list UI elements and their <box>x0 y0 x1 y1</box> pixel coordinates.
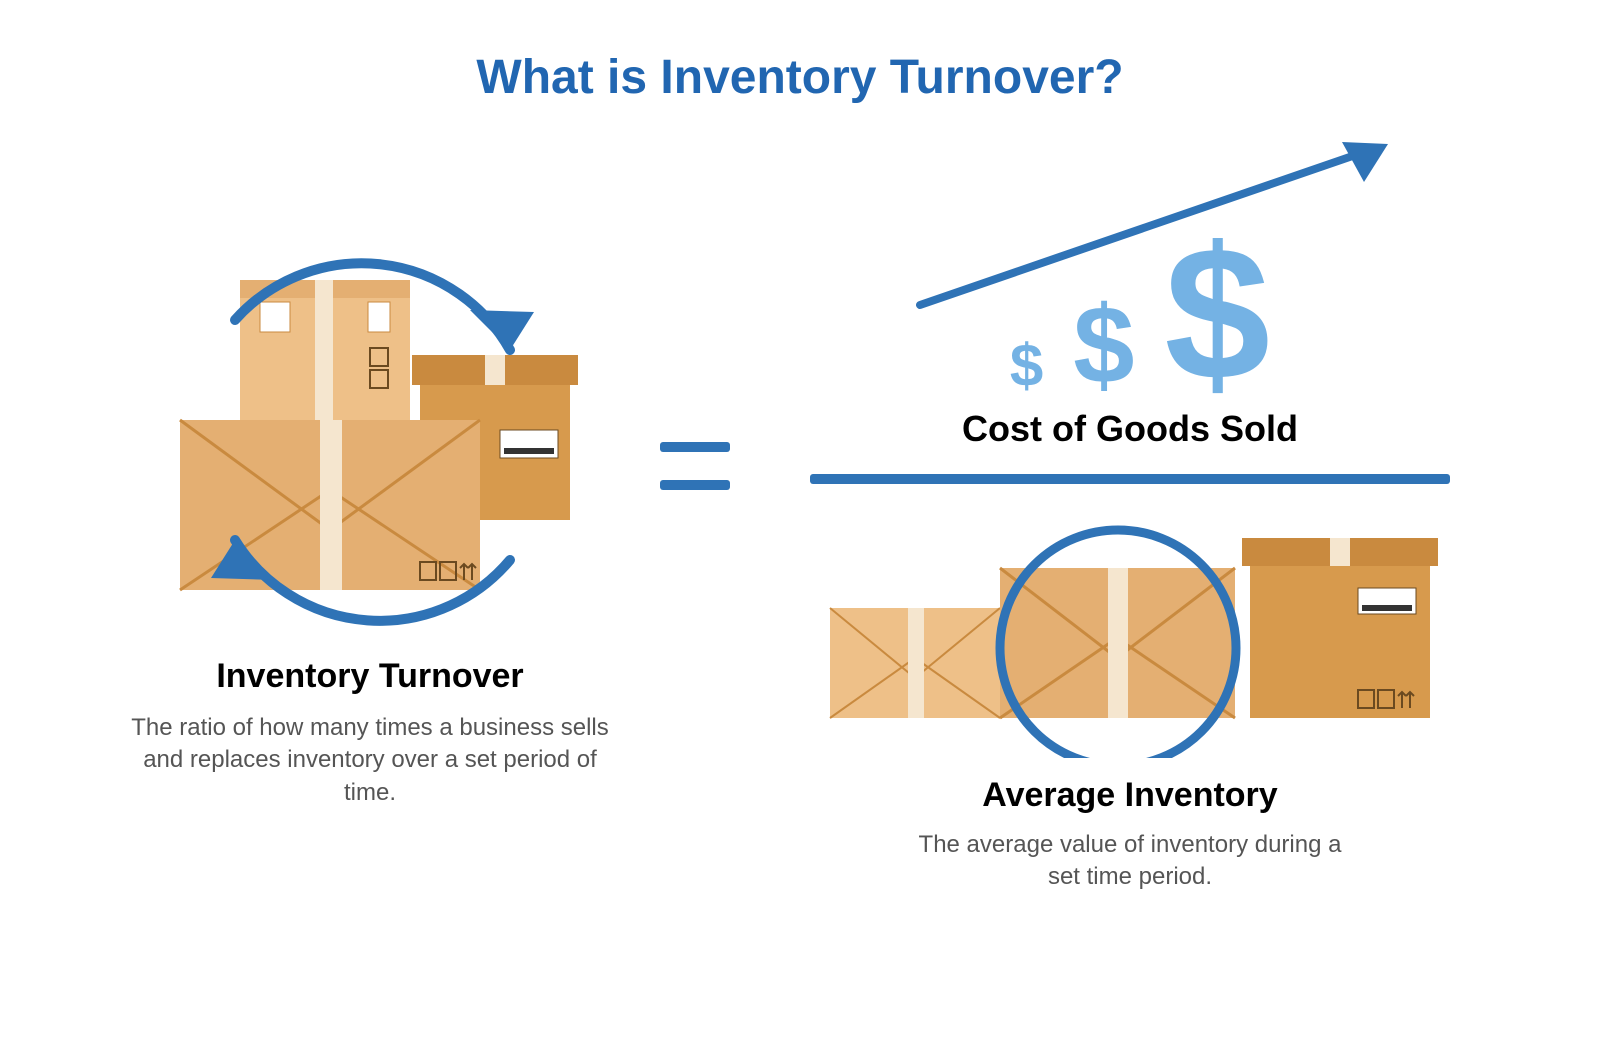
dollar-small-icon: $ <box>1010 342 1043 390</box>
page-title: What is Inventory Turnover? <box>0 50 1600 105</box>
average-inventory-description: The average value of inventory during a … <box>900 829 1360 894</box>
average-inventory-boxes-icon <box>810 508 1450 758</box>
formula-fraction-panel: $ $ $ Cost of Goods Sold <box>780 160 1480 894</box>
dollar-medium-icon: $ <box>1073 302 1134 390</box>
inventory-turnover-panel: Inventory Turnover The ratio of how many… <box>120 230 620 809</box>
dollar-large-icon: $ <box>1164 238 1270 390</box>
equals-sign-icon <box>660 442 730 490</box>
cogs-label: Cost of Goods Sold <box>780 408 1480 450</box>
fraction-bar <box>810 474 1450 484</box>
equals-bar-bottom <box>660 480 730 490</box>
numerator-block: $ $ $ Cost of Goods Sold <box>780 160 1480 450</box>
equals-bar-top <box>660 442 730 452</box>
denominator-block: Average Inventory The average value of i… <box>780 508 1480 894</box>
inventory-turnover-description: The ratio of how many times a business s… <box>120 712 620 809</box>
average-inventory-heading: Average Inventory <box>780 776 1480 815</box>
boxes-cycle-icon <box>120 230 620 630</box>
inventory-turnover-heading: Inventory Turnover <box>120 657 620 696</box>
